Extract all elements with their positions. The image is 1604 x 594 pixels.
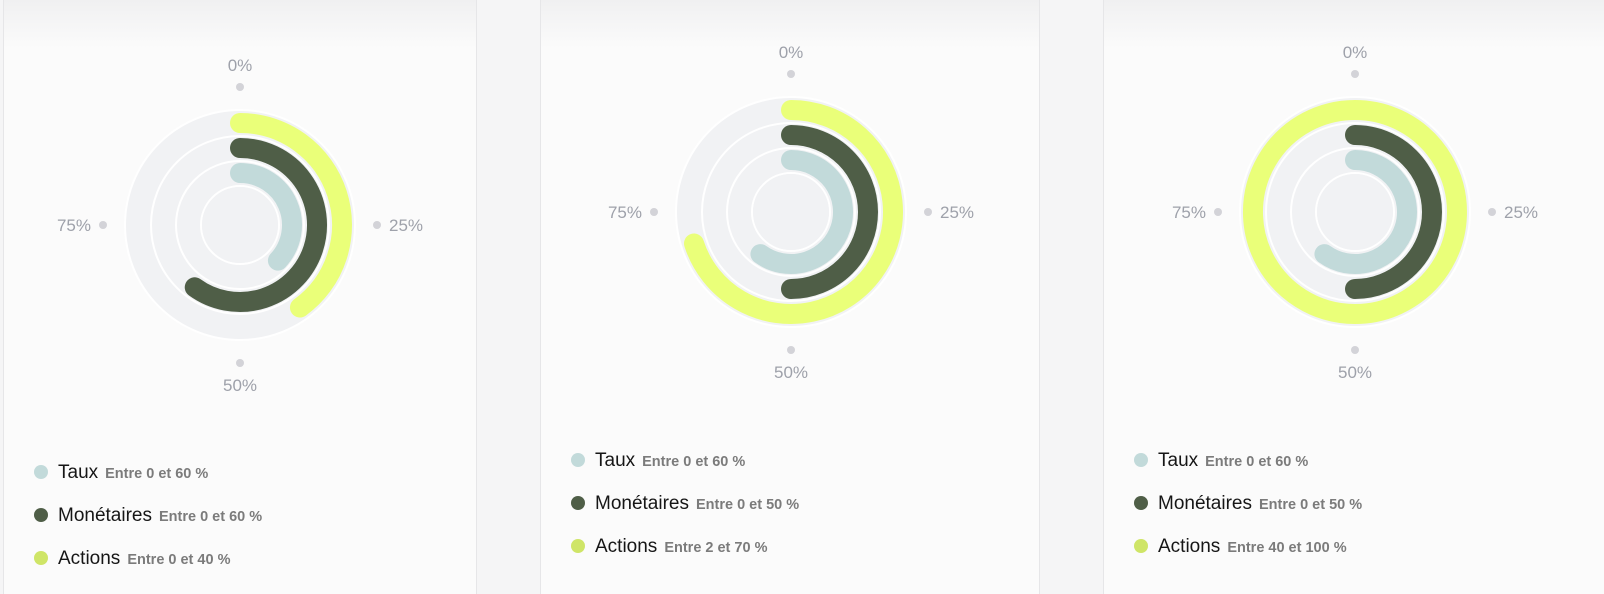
actions-dot bbox=[1134, 539, 1148, 553]
taux-dot bbox=[34, 465, 48, 479]
chart-center bbox=[1317, 174, 1393, 250]
monetaires-arc bbox=[184, 138, 327, 312]
allocation-panel-2: 0% 25% 50% 75% Taux Entre 0 et 60 % Monétai… bbox=[540, 0, 1040, 594]
chart-center bbox=[753, 174, 829, 250]
radial-chart-2: 0% 25% 50% 75% bbox=[608, 43, 974, 382]
tick-dot bbox=[787, 346, 795, 354]
legend-name: Monétaires bbox=[595, 493, 689, 514]
actions-arc bbox=[230, 113, 352, 318]
allocation-panel-1: 0% 25% 50% 75% Taux Entre 0 et 60 % Monétai… bbox=[3, 0, 477, 594]
actions-dot bbox=[34, 551, 48, 565]
legend-2: Taux Entre 0 et 60 % Monétaires Entre 0 … bbox=[571, 450, 799, 579]
tick-dot bbox=[650, 208, 658, 216]
tick-label: 75% bbox=[1172, 203, 1206, 222]
actions-dot bbox=[571, 539, 585, 553]
legend-item-actions: Actions Entre 2 et 70 % bbox=[571, 536, 799, 579]
tick-dot bbox=[236, 83, 244, 91]
legend-range: Entre 2 et 70 % bbox=[664, 540, 768, 556]
legend-range: Entre 0 et 60 % bbox=[159, 509, 263, 525]
taux-dot bbox=[1134, 453, 1148, 467]
taux-arc bbox=[750, 150, 853, 274]
radial-chart-3: 0% 25% 50% 75% bbox=[1172, 43, 1538, 382]
tick-dot bbox=[236, 359, 244, 367]
tick-dot bbox=[99, 221, 107, 229]
radial-chart-1: 0% 25% 50% 75% bbox=[57, 56, 423, 395]
actions-arc bbox=[683, 100, 903, 324]
tick-label: 75% bbox=[608, 203, 642, 222]
legend-item-actions: Actions Entre 0 et 40 % bbox=[34, 548, 262, 591]
legend-item-taux: Taux Entre 0 et 60 % bbox=[1134, 450, 1362, 493]
legend-item-monetaires: Monétaires Entre 0 et 50 % bbox=[571, 493, 799, 536]
monetaires-dot bbox=[1134, 496, 1148, 510]
tick-dot bbox=[1488, 208, 1496, 216]
monetaires-dot bbox=[571, 496, 585, 510]
monetaires-arc bbox=[781, 125, 878, 299]
legend-item-monetaires: Monétaires Entre 0 et 50 % bbox=[1134, 493, 1362, 536]
tick-label: 0% bbox=[779, 43, 804, 62]
tick-label: 25% bbox=[1504, 203, 1538, 222]
legend-range: Entre 0 et 60 % bbox=[642, 454, 746, 470]
legend-range: Entre 0 et 50 % bbox=[1259, 497, 1363, 513]
legend-item-taux: Taux Entre 0 et 60 % bbox=[571, 450, 799, 493]
tick-dot bbox=[1351, 346, 1359, 354]
legend-name: Taux bbox=[1158, 450, 1199, 471]
legend-range: Entre 40 et 100 % bbox=[1227, 540, 1347, 556]
tick-label: 0% bbox=[228, 56, 253, 75]
tick-label: 75% bbox=[57, 216, 91, 235]
legend-item-taux: Taux Entre 0 et 60 % bbox=[34, 462, 262, 505]
taux-arc bbox=[1314, 150, 1417, 274]
tick-label: 50% bbox=[774, 363, 808, 382]
legend-range: Entre 0 et 60 % bbox=[105, 466, 209, 482]
tick-label: 50% bbox=[1338, 363, 1372, 382]
legend-1: Taux Entre 0 et 60 % Monétaires Entre 0 … bbox=[34, 462, 262, 591]
taux-dot bbox=[571, 453, 585, 467]
tick-dot bbox=[1351, 70, 1359, 78]
allocation-panel-3: 0% 25% 50% 75% Taux Entre 0 et 60 % Monétai… bbox=[1103, 0, 1604, 594]
tick-label: 0% bbox=[1343, 43, 1368, 62]
tick-label: 25% bbox=[940, 203, 974, 222]
monetaires-dot bbox=[34, 508, 48, 522]
taux-arc bbox=[230, 163, 302, 271]
tick-label: 25% bbox=[389, 216, 423, 235]
tick-label: 50% bbox=[223, 376, 257, 395]
legend-3: Taux Entre 0 et 60 % Monétaires Entre 0 … bbox=[1134, 450, 1362, 579]
tick-dot bbox=[373, 221, 381, 229]
legend-name: Taux bbox=[58, 462, 99, 483]
actions-arc bbox=[1242, 100, 1467, 324]
legend-range: Entre 0 et 60 % bbox=[1205, 454, 1309, 470]
monetaires-arc bbox=[1345, 125, 1442, 299]
legend-name: Actions bbox=[595, 536, 658, 557]
legend-name: Monétaires bbox=[1158, 493, 1252, 514]
legend-item-actions: Actions Entre 40 et 100 % bbox=[1134, 536, 1362, 579]
legend-name: Actions bbox=[1158, 536, 1221, 557]
chart-center bbox=[202, 187, 278, 263]
legend-range: Entre 0 et 40 % bbox=[127, 552, 231, 568]
tick-dot bbox=[787, 70, 795, 78]
legend-name: Actions bbox=[58, 548, 121, 569]
tick-dot bbox=[924, 208, 932, 216]
legend-range: Entre 0 et 50 % bbox=[696, 497, 800, 513]
legend-item-monetaires: Monétaires Entre 0 et 60 % bbox=[34, 505, 262, 548]
legend-name: Monétaires bbox=[58, 505, 152, 526]
legend-name: Taux bbox=[595, 450, 636, 471]
tick-dot bbox=[1214, 208, 1222, 216]
